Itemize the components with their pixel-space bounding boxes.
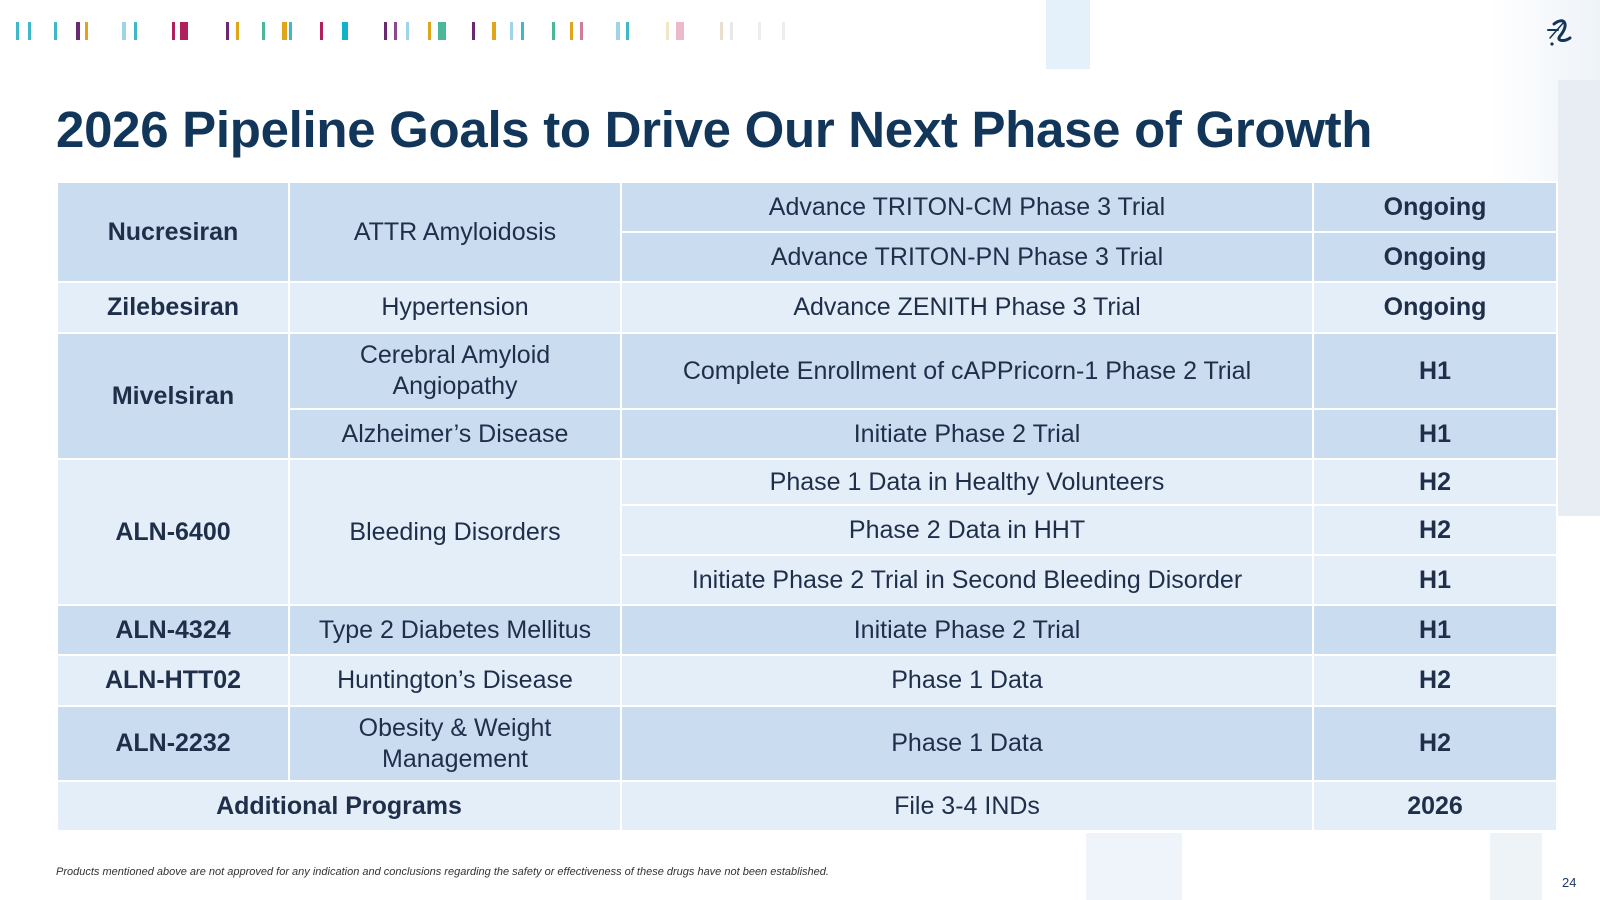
color-bar	[289, 22, 292, 40]
color-bar	[428, 22, 431, 40]
drug-name: ALN-4324	[56, 604, 290, 656]
additional-programs-label: Additional Programs	[56, 780, 622, 832]
goal: Advance TRITON-CM Phase 3 Trial	[620, 181, 1314, 233]
status: H2	[1312, 504, 1558, 556]
footnote: Products mentioned above are not approve…	[56, 866, 829, 878]
decor-block-right-inner	[1558, 80, 1600, 516]
status: H2	[1312, 705, 1558, 782]
table-row: ALN-2232 Obesity & Weight Management Pha…	[56, 705, 1558, 782]
color-bar	[521, 22, 524, 40]
goal: Complete Enrollment of cAPPricorn-1 Phas…	[620, 332, 1314, 410]
color-bar	[438, 22, 446, 40]
status: H2	[1312, 654, 1558, 707]
table-row: ALN-6400 Bleeding Disorders Phase 1 Data…	[56, 458, 1558, 606]
drug-name: ALN-HTT02	[56, 654, 290, 707]
goal: Phase 1 Data	[620, 654, 1314, 707]
status: H1	[1312, 332, 1558, 410]
color-bar	[384, 22, 387, 40]
color-bar	[172, 22, 175, 40]
color-bar	[134, 22, 137, 40]
color-bar	[282, 22, 287, 40]
drug-name: Zilebesiran	[56, 281, 290, 334]
status: H1	[1312, 554, 1558, 606]
pipeline-goals-table: Nucresiran ATTR Amyloidosis Advance TRIT…	[56, 181, 1558, 832]
color-bar	[394, 22, 397, 40]
color-bar	[76, 22, 80, 40]
indication: ATTR Amyloidosis	[288, 181, 622, 283]
color-bar	[510, 22, 513, 40]
goal: Initiate Phase 2 Trial	[620, 408, 1314, 460]
color-bar	[180, 22, 188, 40]
page-number: 24	[1562, 875, 1577, 890]
color-bar	[406, 22, 409, 40]
table-row: Zilebesiran Hypertension Advance ZENITH …	[56, 281, 1558, 334]
goal: Advance TRITON-PN Phase 3 Trial	[620, 231, 1314, 283]
table-row: Phase 2 Data in HHT H2	[57, 504, 1558, 556]
indication: Alzheimer’s Disease	[288, 408, 622, 460]
color-bar	[616, 22, 620, 40]
status: Ongoing	[1312, 181, 1558, 233]
color-bar	[236, 22, 239, 40]
color-bar	[720, 22, 723, 40]
table-row: Additional Programs File 3-4 INDs 2026	[56, 780, 1558, 832]
goal: Phase 2 Data in HHT	[620, 504, 1314, 556]
table-row: Alzheimer’s Disease Initiate Phase 2 Tri…	[57, 408, 1558, 460]
color-bar	[122, 22, 126, 40]
color-bar	[226, 22, 229, 40]
color-bar	[342, 22, 348, 40]
color-bar	[85, 22, 88, 40]
color-bar	[552, 22, 555, 40]
indication: Bleeding Disorders	[288, 458, 622, 606]
decorative-color-bars	[14, 22, 814, 40]
decor-block-top	[1046, 0, 1090, 69]
color-bar	[676, 22, 684, 40]
color-bar	[16, 22, 19, 40]
page-title: 2026 Pipeline Goals to Drive Our Next Ph…	[56, 101, 1373, 158]
status: H2	[1312, 458, 1558, 506]
goal: Phase 1 Data	[620, 705, 1314, 782]
color-bar	[570, 22, 573, 40]
color-bar	[28, 22, 31, 40]
color-bar	[320, 22, 323, 40]
indication: Hypertension	[288, 281, 622, 334]
company-logo-icon	[1544, 14, 1578, 50]
color-bar	[758, 22, 761, 40]
table-row: Initiate Phase 2 Trial in Second Bleedin…	[57, 554, 1558, 606]
drug-name: Nucresiran	[56, 181, 290, 283]
status: H1	[1312, 408, 1558, 460]
status: Ongoing	[1312, 281, 1558, 334]
decor-block-bottom-b	[1490, 833, 1542, 900]
color-bar	[730, 22, 733, 40]
indication: Type 2 Diabetes Mellitus	[288, 604, 622, 656]
color-bar	[472, 22, 475, 40]
goal: Initiate Phase 2 Trial in Second Bleedin…	[620, 554, 1314, 606]
goal: Phase 1 Data in Healthy Volunteers	[620, 458, 1314, 506]
status: H1	[1312, 604, 1558, 656]
goal: Advance ZENITH Phase 3 Trial	[620, 281, 1314, 334]
color-bar	[492, 22, 496, 40]
goal: Initiate Phase 2 Trial	[620, 604, 1314, 656]
indication: Obesity & Weight Management	[288, 705, 622, 782]
drug-name: ALN-2232	[56, 705, 290, 782]
color-bar	[54, 22, 57, 40]
color-bar	[626, 22, 629, 40]
goal: File 3-4 INDs	[620, 780, 1314, 832]
drug-name: ALN-6400	[56, 458, 290, 606]
color-bar	[262, 22, 265, 40]
table-row: Mivelsiran Cerebral Amyloid Angiopathy C…	[56, 332, 1558, 460]
drug-name: Mivelsiran	[56, 332, 290, 460]
indication: Cerebral Amyloid Angiopathy	[288, 332, 622, 410]
table-row: Nucresiran ATTR Amyloidosis Advance TRIT…	[56, 181, 1558, 283]
table-row: ALN-HTT02 Huntington’s Disease Phase 1 D…	[56, 654, 1558, 707]
color-bar	[580, 22, 583, 40]
color-bar	[782, 22, 785, 40]
indication: Huntington’s Disease	[288, 654, 622, 707]
status: 2026	[1312, 780, 1558, 832]
table-row: ALN-4324 Type 2 Diabetes Mellitus Initia…	[56, 604, 1558, 656]
color-bar	[666, 22, 669, 40]
decor-block-bottom-a	[1086, 833, 1182, 900]
table-row: Advance TRITON-PN Phase 3 Trial Ongoing	[57, 231, 1558, 283]
status: Ongoing	[1312, 231, 1558, 283]
